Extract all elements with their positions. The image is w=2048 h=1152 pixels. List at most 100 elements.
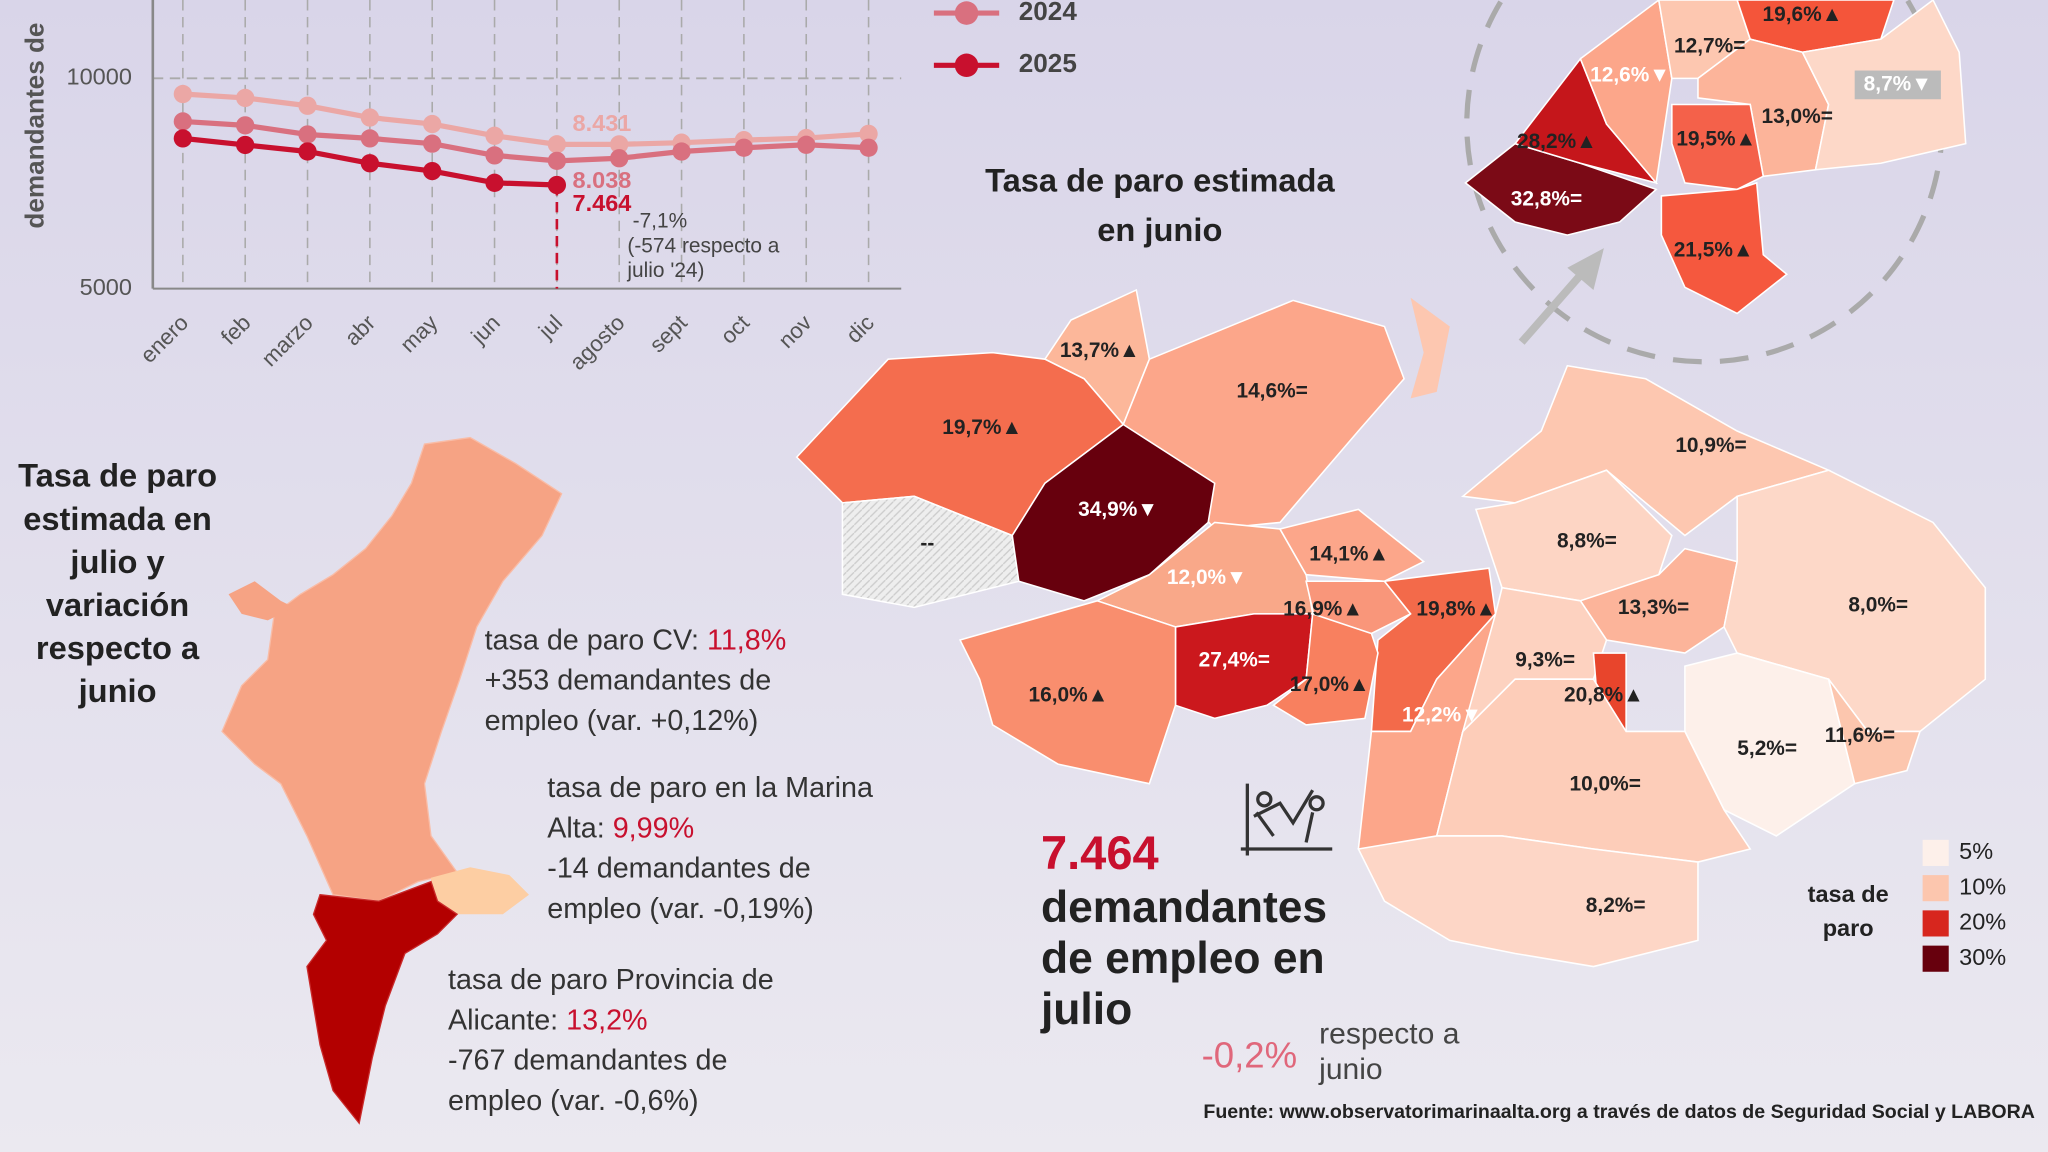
region-label: 17,0%▲ bbox=[1290, 673, 1370, 696]
point bbox=[236, 88, 255, 108]
region bbox=[1827, 678, 1922, 785]
left-title: Tasa de paro estimada en julio y variación r… bbox=[18, 457, 217, 710]
coast bbox=[1410, 297, 1450, 399]
region bbox=[1174, 613, 1314, 720]
point bbox=[173, 112, 192, 131]
point bbox=[547, 151, 567, 171]
region bbox=[1660, 181, 1789, 315]
region bbox=[1011, 423, 1216, 602]
region-label: 10,9%= bbox=[1675, 434, 1746, 457]
region bbox=[1357, 835, 1699, 968]
stat-line: empleo (var. +0,12%) bbox=[485, 705, 759, 737]
stat-line: -14 demandantes de bbox=[547, 852, 810, 884]
stat-label-text: Alicante: bbox=[448, 1004, 558, 1036]
map-title: en junio bbox=[1097, 211, 1222, 248]
left-title-line: junio bbox=[78, 672, 157, 709]
point bbox=[298, 142, 317, 161]
stat-value: 13,2% bbox=[566, 1004, 647, 1036]
stat-label: tasa de paro Provincia de bbox=[448, 963, 774, 995]
region-label: 27,4%= bbox=[1199, 648, 1270, 671]
point bbox=[485, 173, 504, 192]
region-label: 8,0%= bbox=[1848, 594, 1908, 617]
marina-alta bbox=[431, 867, 529, 915]
point bbox=[423, 161, 442, 181]
point bbox=[547, 175, 567, 195]
point bbox=[547, 135, 567, 154]
region-label: 28,2%▲ bbox=[1517, 130, 1597, 153]
stat-line: empleo (var. -0,19%) bbox=[547, 893, 814, 925]
point bbox=[360, 154, 380, 173]
legend-label: 2024 bbox=[1019, 0, 1078, 26]
headline-line: demandantes bbox=[1041, 883, 1327, 932]
region-label: -- bbox=[920, 532, 934, 555]
region-label: 19,8%▲ bbox=[1416, 597, 1496, 620]
point bbox=[859, 138, 878, 157]
region-label: 34,9%▼ bbox=[1078, 498, 1158, 521]
value-label: 8.431 bbox=[573, 110, 632, 136]
region-label: 13,3%= bbox=[1618, 596, 1689, 619]
point bbox=[236, 135, 255, 155]
headline-line: de empleo en bbox=[1041, 934, 1325, 983]
region-label: 11,6%= bbox=[1825, 724, 1895, 747]
region-map bbox=[221, 436, 563, 1125]
region-label: 12,7%= bbox=[1674, 35, 1745, 58]
y-axis-label: demandantes de bbox=[19, 23, 49, 229]
left-title-line: estimada en bbox=[23, 500, 212, 537]
enclave bbox=[228, 581, 294, 621]
stat-label-text: tasa de paro en la Marina bbox=[547, 771, 873, 803]
legend-title: tasa de bbox=[1808, 881, 1889, 907]
stat-value: 11,8% bbox=[707, 624, 786, 656]
region bbox=[1278, 508, 1426, 583]
region-label: 9,3%= bbox=[1515, 648, 1575, 671]
region-label: 8,8%= bbox=[1557, 530, 1617, 553]
left-title-line: respecto a bbox=[36, 629, 200, 666]
headline-value: 7.464 bbox=[1041, 826, 1159, 879]
point bbox=[360, 108, 380, 127]
annotation: (-574 respecto a bbox=[627, 234, 779, 257]
point bbox=[734, 138, 754, 157]
y-tick-label: 5000 bbox=[80, 274, 132, 300]
value-label: 8.038 bbox=[573, 167, 632, 193]
legend-swatch bbox=[1922, 839, 1949, 866]
legend-marker bbox=[954, 53, 979, 78]
region-label: 19,6%▲ bbox=[1763, 3, 1843, 26]
legend-swatch bbox=[1922, 945, 1949, 972]
region-label: 16,9%▲ bbox=[1283, 597, 1363, 620]
headline-line: julio bbox=[1040, 985, 1132, 1034]
legend-swatch bbox=[1922, 910, 1949, 937]
region bbox=[1579, 0, 1673, 185]
legend-label: 10% bbox=[1959, 873, 2006, 899]
region-label: 13,7%▲ bbox=[1060, 339, 1140, 362]
legend-label: 20% bbox=[1959, 909, 2006, 935]
annotation: julio '24) bbox=[626, 259, 704, 282]
stat-label: Alicante: 13,2% bbox=[448, 1004, 648, 1036]
province-valencia-castellon bbox=[221, 436, 563, 902]
map-title: Tasa de paro estimada bbox=[985, 161, 1335, 198]
region-label: 19,5%▲ bbox=[1676, 127, 1756, 150]
region-label: 14,1%▲ bbox=[1309, 543, 1389, 566]
region-label: 12,6%▼ bbox=[1590, 63, 1670, 86]
stat-label: tasa de paro CV: 11,8% bbox=[485, 624, 787, 656]
annotation: -7,1% bbox=[633, 210, 688, 233]
headline-change-line: junio bbox=[1318, 1053, 1382, 1086]
region-label: 16,0%▲ bbox=[1028, 684, 1108, 707]
stat-line: -767 demandantes de bbox=[448, 1044, 727, 1076]
point bbox=[298, 125, 317, 144]
legend-label: 2025 bbox=[1019, 48, 1077, 78]
y-tick-label: 10000 bbox=[67, 64, 132, 90]
legend-title: paro bbox=[1823, 915, 1874, 941]
headline-change-line: respecto a bbox=[1319, 1018, 1460, 1051]
point bbox=[298, 96, 317, 115]
legend-swatch bbox=[1922, 875, 1949, 902]
region-label: 19,7%▲ bbox=[942, 416, 1022, 439]
region-label: 10,0%= bbox=[1570, 772, 1641, 795]
region-label: 5,2%= bbox=[1737, 737, 1797, 760]
point bbox=[859, 124, 878, 143]
stat-label-text: Alta: bbox=[547, 812, 604, 844]
left-title-line: Tasa de paro bbox=[18, 457, 217, 494]
point bbox=[423, 134, 442, 153]
inset-map: 32,8%= 28,2%▲ 12,6%▼ 12,7%= 19,6%▲ 13,0%… bbox=[1464, 0, 1967, 365]
point bbox=[610, 135, 629, 154]
point bbox=[423, 114, 442, 134]
